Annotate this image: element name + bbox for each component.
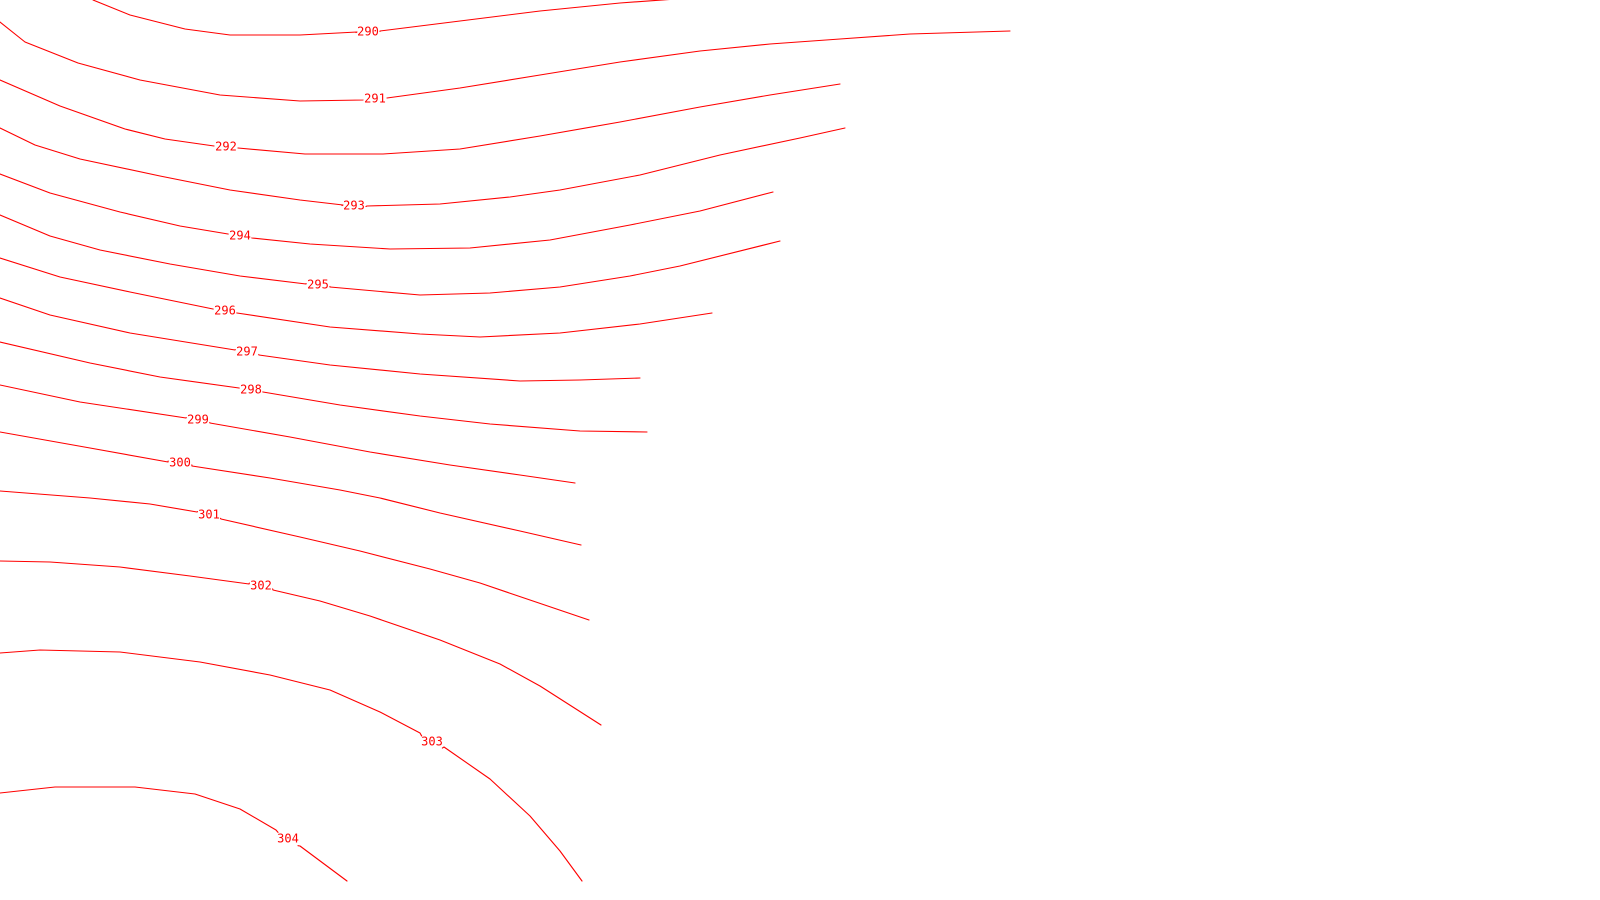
contour-290: 290 — [92, 0, 670, 39]
contour-304: 304 — [0, 786, 348, 882]
contour-296: 296 — [0, 257, 713, 338]
contour-line-304-part-2 — [297, 845, 348, 882]
contour-label-302: 302 — [250, 579, 272, 593]
contour-line-294-part-1 — [0, 173, 229, 235]
contour-293: 293 — [0, 127, 846, 213]
contour-299: 299 — [0, 384, 576, 484]
contour-label-297: 297 — [236, 345, 258, 359]
contour-label-299: 299 — [187, 413, 209, 427]
contour-line-301-part-2 — [219, 517, 590, 621]
contour-line-299-part-2 — [209, 421, 576, 484]
contour-label-303: 303 — [421, 735, 443, 749]
contour-line-304-part-1 — [0, 786, 279, 833]
contour-line-301-part-1 — [0, 490, 199, 513]
contour-line-299-part-1 — [0, 384, 187, 419]
contour-line-293-part-1 — [0, 127, 344, 207]
contour-298: 298 — [0, 341, 648, 433]
contour-label-304: 304 — [277, 832, 299, 846]
contour-line-291-part-1 — [0, 21, 364, 102]
contour-label-291: 291 — [364, 92, 386, 106]
contour-label-292: 292 — [215, 140, 237, 154]
contour-line-290-part-1 — [92, 0, 358, 36]
contour-label-298: 298 — [240, 383, 262, 397]
contour-label-293: 293 — [343, 199, 365, 213]
contour-301: 301 — [0, 490, 590, 621]
contour-line-302-part-1 — [0, 560, 250, 585]
contour-line-300-part-2 — [191, 464, 582, 546]
contour-line-298-part-2 — [262, 391, 648, 433]
contour-300: 300 — [0, 431, 582, 546]
contour-line-292-part-1 — [0, 79, 215, 147]
contour-302: 302 — [0, 560, 602, 726]
contour-line-290-part-2 — [379, 0, 670, 33]
contour-line-297-part-2 — [258, 353, 641, 382]
contour-line-303-part-2 — [441, 746, 583, 882]
contour-line-303-part-1 — [0, 649, 423, 737]
contour-line-300-part-1 — [0, 431, 169, 463]
contour-line-291-part-2 — [386, 30, 1011, 99]
contour-line-296-part-2 — [236, 312, 713, 338]
contour-label-301: 301 — [198, 508, 220, 522]
contour-292: 292 — [0, 79, 841, 155]
contour-295: 295 — [0, 214, 781, 296]
contour-line-298-part-1 — [0, 341, 240, 389]
contour-line-296-part-1 — [0, 257, 214, 310]
contour-291: 291 — [0, 21, 1011, 106]
contour-label-294: 294 — [229, 229, 251, 243]
contour-line-295-part-1 — [0, 214, 307, 285]
contour-label-296: 296 — [214, 304, 236, 318]
contour-label-295: 295 — [307, 278, 329, 292]
contour-297: 297 — [0, 297, 641, 382]
contour-line-294-part-2 — [251, 191, 774, 250]
contour-line-293-part-2 — [365, 127, 846, 208]
contour-294: 294 — [0, 173, 774, 250]
contour-line-295-part-2 — [329, 240, 781, 296]
contour-line-292-part-2 — [237, 83, 841, 155]
contour-303: 303 — [0, 649, 583, 882]
contour-label-300: 300 — [169, 456, 191, 470]
contour-line-297-part-1 — [0, 297, 236, 351]
contour-line-302-part-2 — [272, 588, 602, 726]
contour-label-290: 290 — [357, 25, 379, 39]
